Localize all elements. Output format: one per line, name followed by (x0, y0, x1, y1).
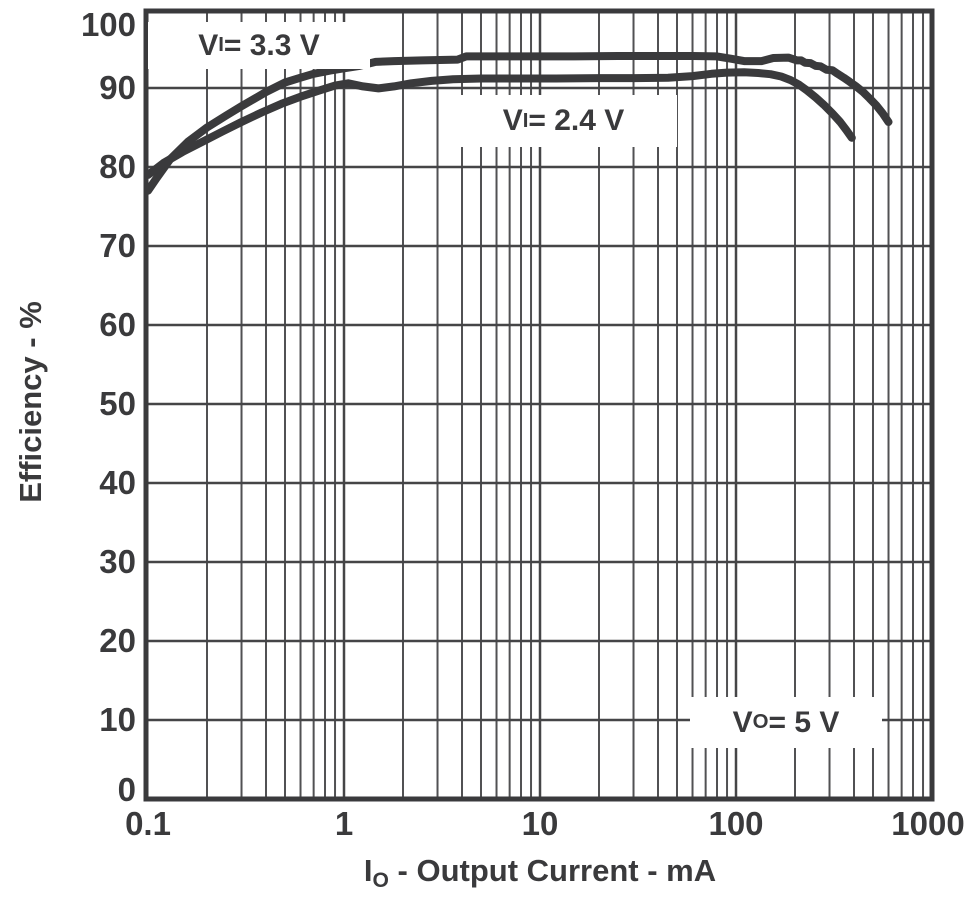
y-tick-label: 80 (99, 148, 136, 185)
x-axis-title-symbol: I (363, 853, 373, 888)
annotation-vo-5v-subscript: O (752, 711, 769, 733)
y-tick-label: 20 (99, 622, 136, 659)
y-tick-label: 40 (99, 464, 136, 501)
x-tick-label: 100 (708, 805, 764, 842)
curve-vi-3v3 (144, 52, 893, 195)
annotation-vo-5v-value: = 5 V (768, 705, 840, 739)
y-tick-label: 90 (99, 69, 136, 106)
annotation-vi-3v3-value: = 3.3 V (223, 28, 320, 62)
y-tick-label: 50 (99, 385, 136, 422)
annotation-vi-3v3-symbol: V (198, 28, 219, 62)
y-tick-label: 100 (80, 6, 136, 43)
y-tick-label: 10 (99, 701, 136, 738)
curve-vi-2v4 (144, 68, 856, 179)
x-tick-label: 10 (521, 805, 559, 842)
annotation-vi-2v4-value: = 2.4 V (528, 104, 625, 137)
annotation-vi-3v3-subscript: I (218, 34, 224, 56)
annotation-vi-2v4-subscript: I (522, 109, 529, 132)
y-tick-label: 60 (99, 306, 136, 343)
plot-border (143, 8, 935, 802)
annotation-vi-2v4-symbol: V (502, 104, 523, 137)
x-tick-label: 0.1 (125, 805, 171, 842)
x-tick-label: 1 (334, 805, 354, 842)
y-tick-label: 30 (99, 543, 136, 580)
x-axis-title-subscript: O (372, 868, 389, 892)
x-axis-title-rest: - Output Current - mA (388, 853, 717, 888)
y-tick-label: 0 (117, 771, 136, 808)
x-axis-title: IO - Output Current - mA (364, 853, 716, 893)
annotation-vo-5v-symbol: V (732, 705, 753, 739)
x-tick-label: 1000 (891, 805, 965, 842)
y-axis-title: Efficiency - % (13, 301, 48, 503)
y-tick-label: 70 (99, 227, 136, 264)
